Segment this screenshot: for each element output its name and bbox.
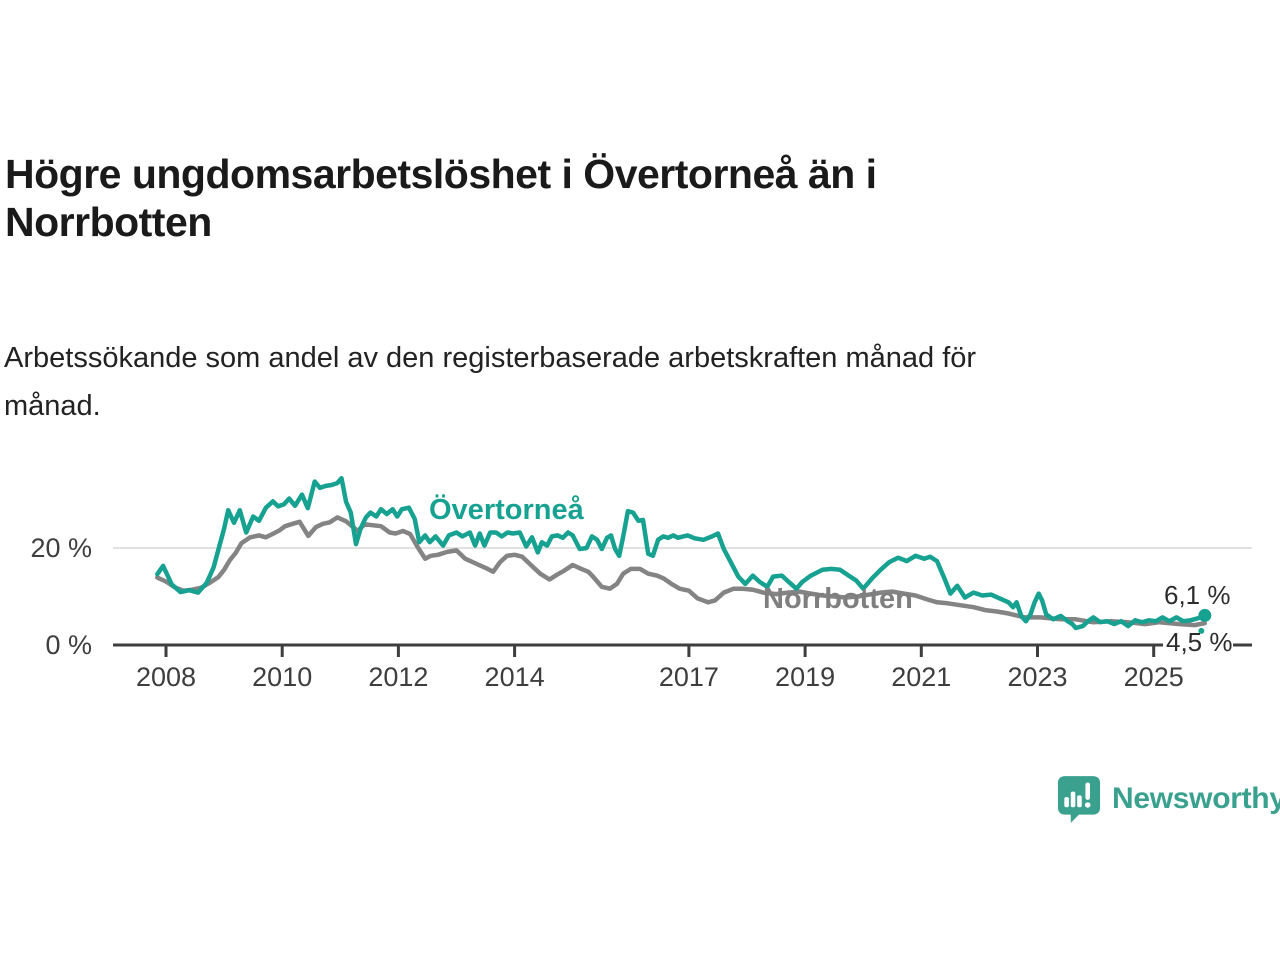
newsworthy-logo[interactable]: Newsworthy <box>1057 775 1280 823</box>
chart-subtitle: Arbetssökande som andel av den registerb… <box>4 334 1204 430</box>
end-value-label-norrbotten: 4,5 % <box>1166 627 1233 657</box>
series-label-overtornea: Övertorneå <box>429 494 584 526</box>
chart-subtitle-line-2: månad. <box>4 390 101 422</box>
y-tick-label: 20 % <box>30 533 92 563</box>
x-tick-label: 2021 <box>891 662 951 692</box>
series-label-norrbotten: Norrbotten <box>763 583 913 615</box>
series-line-overtornea <box>155 475 1208 631</box>
x-tick-label: 2019 <box>775 662 835 692</box>
x-tick-label: 2012 <box>368 662 428 692</box>
y-tick-label: 0 % <box>45 630 92 660</box>
x-tick-label: 2017 <box>659 662 719 692</box>
bar-chart-speech-bubble-icon <box>1057 776 1101 823</box>
x-tick-label: 2010 <box>252 662 312 692</box>
series-line-norrbotten <box>155 515 1208 628</box>
x-tick-label: 2023 <box>1007 662 1067 692</box>
newsworthy-wordmark: Newsworthy <box>1112 782 1280 815</box>
x-tick-label: 2014 <box>485 662 545 692</box>
x-tick-label: 2025 <box>1124 662 1184 692</box>
page-title: Högre ungdomsarbetslöshet i Övertorneå ä… <box>5 150 1065 246</box>
page-title-line-2: Norrbotten <box>5 199 212 245</box>
end-point-dot <box>1198 627 1205 634</box>
end-value-label-overtornea: 6,1 % <box>1164 580 1231 610</box>
chart-subtitle-line-1: Arbetssökande som andel av den registerb… <box>4 342 977 374</box>
end-point-dot <box>1198 608 1212 622</box>
x-tick-label: 2008 <box>136 662 196 692</box>
page-title-line-1: Högre ungdomsarbetslöshet i Övertorneå ä… <box>5 151 877 197</box>
